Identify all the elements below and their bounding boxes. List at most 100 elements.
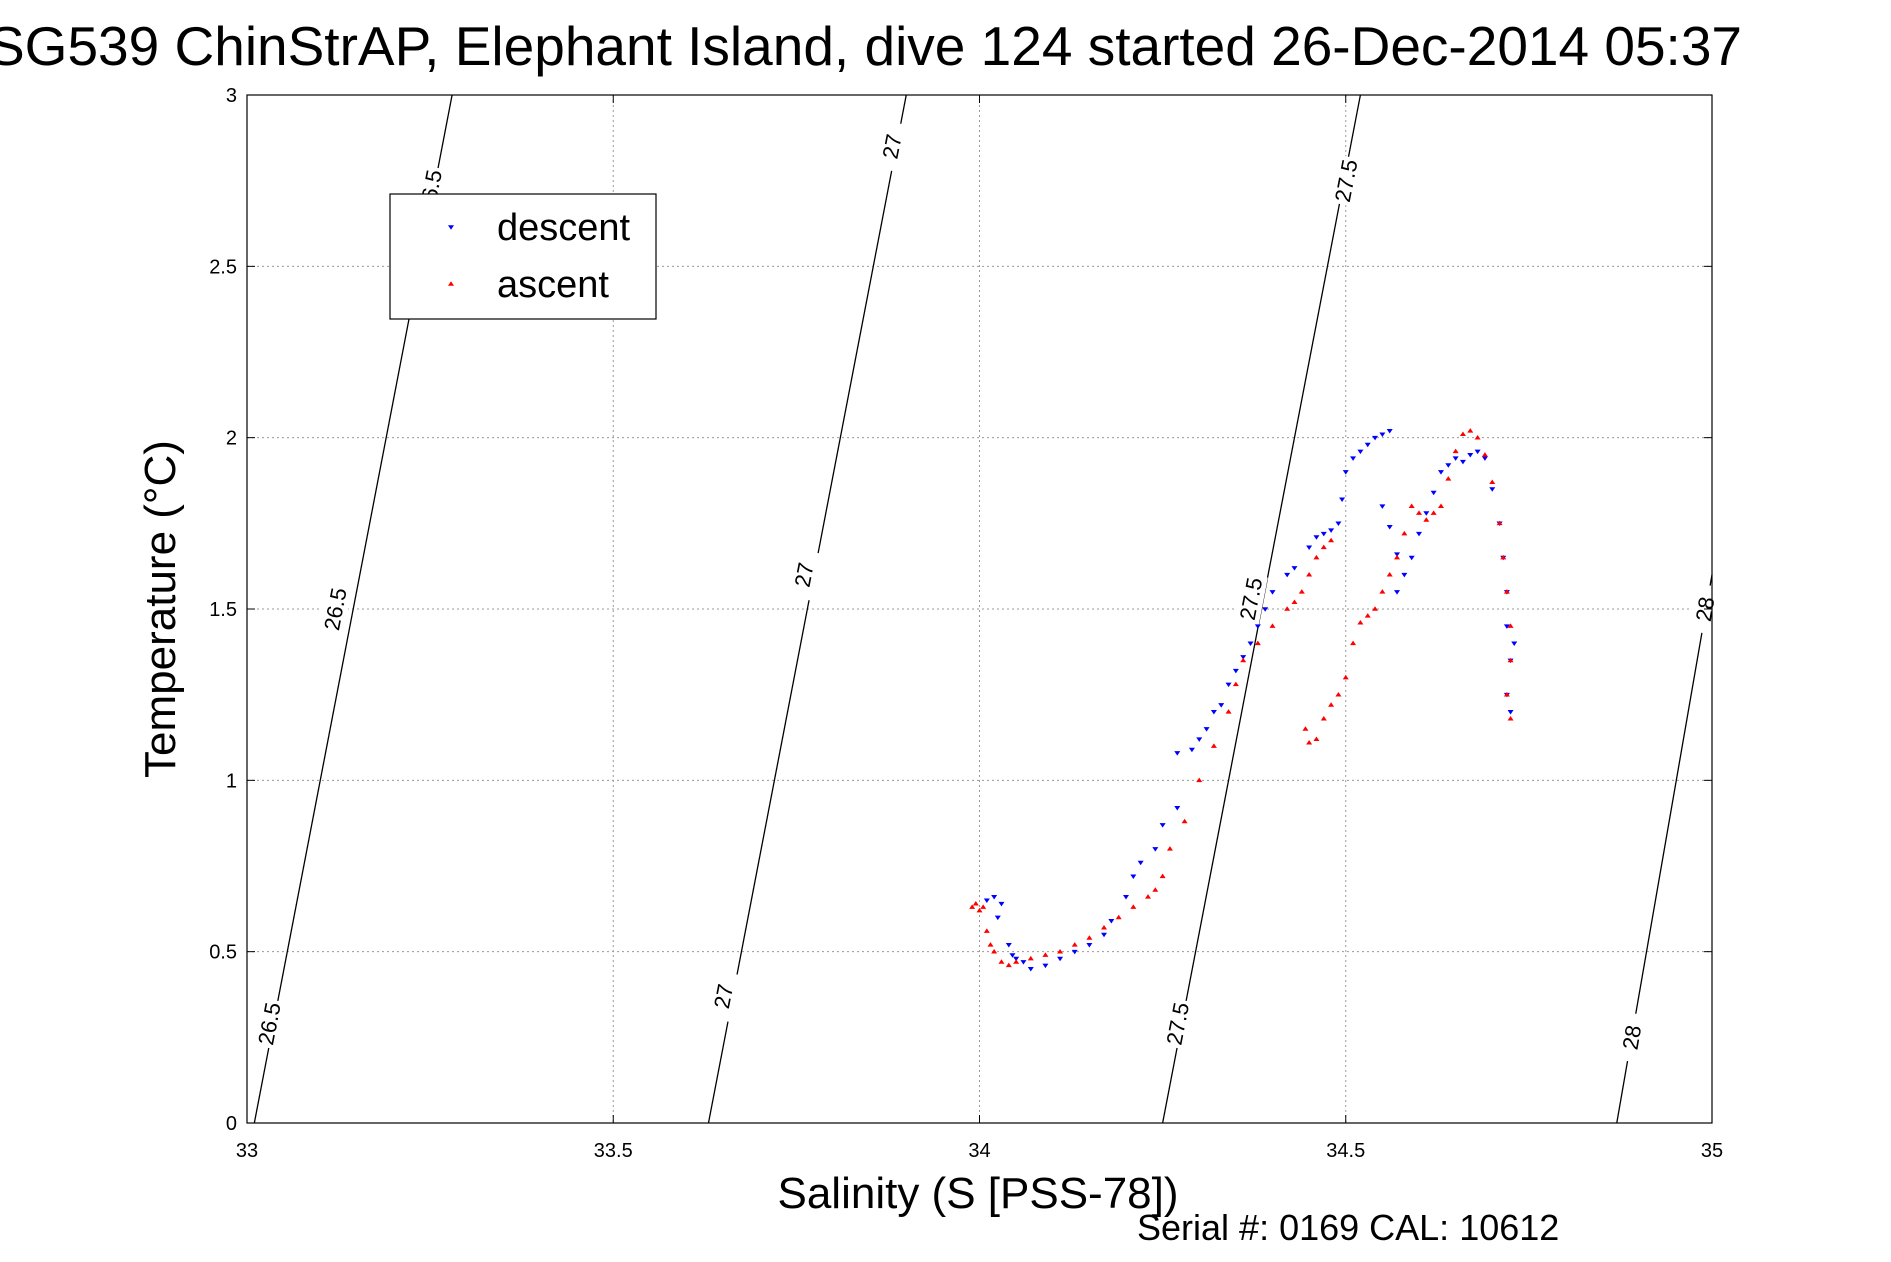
ascent-point (1144, 894, 1151, 899)
descent-point (1437, 470, 1444, 475)
legend-label-ascent: ascent (497, 264, 609, 306)
descent-point (1108, 919, 1115, 924)
descent-point (1137, 860, 1144, 866)
descent-point (1474, 449, 1481, 455)
ascent-point (1320, 715, 1327, 721)
descent-point (1086, 943, 1093, 948)
contour-label-bg (874, 120, 909, 173)
ascent-point (1101, 924, 1108, 930)
ascent-point (983, 928, 990, 933)
y-tick-label: 2.5 (209, 256, 237, 278)
descent-point (1020, 960, 1027, 965)
descent-point (1372, 435, 1379, 441)
descent-point (1005, 943, 1012, 948)
descent-point (1196, 737, 1203, 742)
ascent-point (1232, 681, 1239, 687)
ascent-point (1408, 503, 1415, 508)
ascent-point (1379, 589, 1386, 594)
y-tick-label: 3 (226, 85, 237, 107)
ascent-point (1027, 955, 1034, 961)
descent-point (1174, 805, 1181, 811)
x-tick-label: 33.5 (594, 1140, 633, 1162)
descent-point (1159, 823, 1166, 828)
serial-footer: Serial #: 0169 CAL: 10612 (1137, 1207, 1559, 1248)
descent-point (1313, 535, 1320, 540)
ascent-point (1452, 448, 1459, 454)
ascent-point (1284, 606, 1291, 611)
contour-label-bg (1328, 154, 1364, 207)
contour-label-bg (786, 548, 822, 601)
ascent-point (1225, 709, 1232, 714)
ascent-point (1496, 520, 1503, 526)
ascent-point (1152, 887, 1159, 892)
chart-title: SG539 ChinStrAP, Elephant Island, dive 1… (0, 15, 1742, 77)
descent-point (1386, 524, 1393, 530)
ascent-point (1507, 715, 1514, 721)
density-contour-line (707, 94, 907, 1124)
descent-point (1467, 453, 1474, 458)
descent-point (1507, 710, 1514, 715)
ascent-point (1342, 674, 1349, 680)
x-tick-label: 34.5 (1326, 1140, 1365, 1162)
ascent-point (1313, 554, 1320, 560)
ascent-point (987, 942, 994, 947)
ascent-point (998, 959, 1005, 964)
descent-point (1459, 459, 1466, 465)
data-points (969, 428, 1518, 972)
descent-point (1027, 967, 1034, 972)
ascent-point (1372, 606, 1379, 611)
ascent-point (1445, 476, 1452, 481)
descent-point (1328, 528, 1335, 533)
ascent-point (1166, 846, 1173, 851)
ascent-point (1042, 952, 1049, 957)
contour-label-bg (1233, 572, 1268, 625)
descent-point (1254, 624, 1261, 629)
descent-point (1430, 490, 1437, 496)
ascent-point (1489, 479, 1496, 485)
ascent-point (1507, 657, 1514, 663)
descent-point (1350, 456, 1357, 461)
y-axis-label: Temperature (°C) (136, 440, 185, 778)
ascent-point (1507, 623, 1514, 628)
descent-point (1379, 504, 1386, 509)
ascent-point (976, 907, 983, 913)
descent-point (1445, 463, 1452, 468)
ascent-point (1401, 530, 1408, 536)
contour-label-bg (317, 582, 353, 636)
ascent-point (1503, 589, 1510, 594)
descent-point (1057, 956, 1064, 962)
ascent-point (1328, 537, 1335, 543)
ascent-point (1159, 873, 1166, 879)
descent-point (1357, 449, 1364, 455)
ascent-point (1269, 623, 1276, 628)
ascent-point (1350, 640, 1357, 646)
ascent-point (1364, 613, 1371, 618)
ascent-point (1313, 736, 1320, 742)
descent-point (1511, 641, 1518, 646)
descent-point (1423, 511, 1430, 516)
ascent-point (1240, 657, 1247, 663)
descent-point (1339, 497, 1346, 503)
contour-label-bg (251, 997, 287, 1050)
descent-point (1188, 747, 1195, 753)
ascent-point (1503, 691, 1510, 697)
descent-point (1284, 572, 1291, 578)
ascent-point (1430, 510, 1437, 515)
descent-point (1218, 703, 1225, 708)
descent-point (1269, 590, 1276, 595)
ascent-point (1130, 904, 1137, 909)
descent-point (1101, 932, 1108, 938)
ascent-point (991, 948, 998, 954)
descent-point (983, 898, 990, 903)
ascent-point (1071, 942, 1078, 947)
descent-point (1240, 655, 1247, 660)
contour-label-bg (1614, 1011, 1649, 1064)
descent-point (1394, 590, 1401, 595)
descent-point (991, 895, 998, 900)
ascent-point (1481, 452, 1488, 457)
y-tick-label: 1.5 (209, 599, 237, 621)
ascent-point (1357, 620, 1364, 625)
axis-ticks: 33 33.5 34 34.5 35 0 0.5 1 1.5 2 2.5 3 (209, 85, 1723, 1162)
x-axis-label: Salinity (S [PSS-78]) (777, 1169, 1178, 1218)
